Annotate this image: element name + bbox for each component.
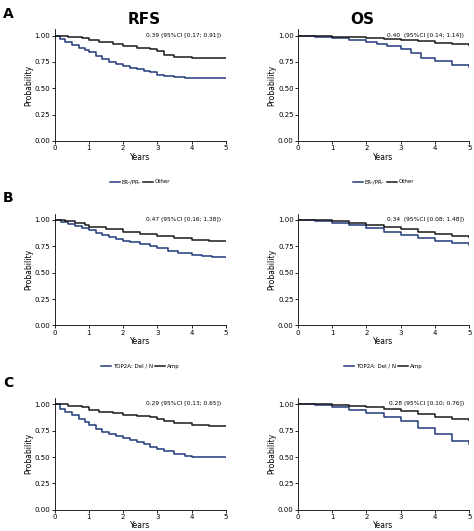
Text: 0.47 (95%CI [0.16; 1.38]): 0.47 (95%CI [0.16; 1.38]) [146,217,221,222]
Text: RFS: RFS [128,12,161,27]
X-axis label: Years: Years [130,521,150,530]
X-axis label: Years: Years [130,337,150,346]
X-axis label: Years: Years [374,337,394,346]
Text: 0.34  (95%CI [0.08; 1.48]): 0.34 (95%CI [0.08; 1.48]) [387,217,464,222]
Y-axis label: Probability: Probability [24,65,33,106]
Legend: ER-/PR-, Other: ER-/PR-, Other [351,177,416,187]
Text: A: A [3,7,14,21]
Y-axis label: Probability: Probability [267,433,276,474]
Y-axis label: Probability: Probability [267,65,276,106]
Text: 0.39 (95%CI [0.17; 0.91]): 0.39 (95%CI [0.17; 0.91]) [146,32,221,38]
Y-axis label: Probability: Probability [24,249,33,290]
Y-axis label: Probability: Probability [267,249,276,290]
X-axis label: Years: Years [374,521,394,530]
X-axis label: Years: Years [130,152,150,161]
Y-axis label: Probability: Probability [24,433,33,474]
Legend: TOP2A: Del / N, Amp: TOP2A: Del / N, Amp [99,362,182,371]
Text: OS: OS [351,12,374,27]
Text: C: C [3,376,13,390]
Legend: TOP2A: Del / N, Amp: TOP2A: Del / N, Amp [342,362,425,371]
Text: 0.29 (95%CI [0.13; 0.65]): 0.29 (95%CI [0.13; 0.65]) [146,401,221,406]
Text: B: B [3,192,14,205]
Legend: ER-/PR-, Other: ER-/PR-, Other [108,177,173,187]
X-axis label: Years: Years [374,152,394,161]
Text: 0.40  (95%CI [0.14; 1.14]): 0.40 (95%CI [0.14; 1.14]) [387,32,464,38]
Text: 0.28 (95%CI [0.10; 0.76]): 0.28 (95%CI [0.10; 0.76]) [389,401,464,406]
